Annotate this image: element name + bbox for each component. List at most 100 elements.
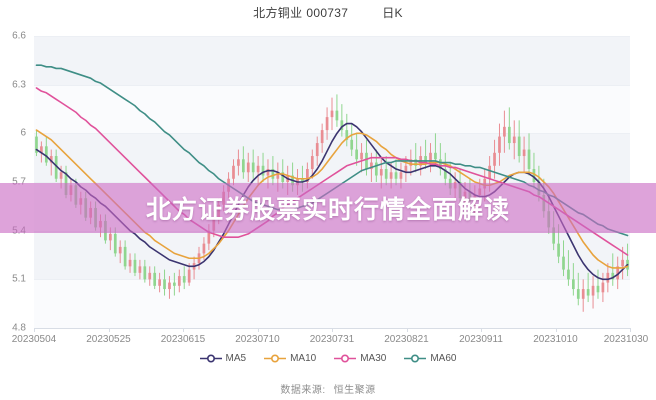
candle-body — [429, 152, 432, 163]
candle-body — [320, 130, 324, 144]
legend-label: MA60 — [430, 353, 457, 364]
plot-area[interactable] — [34, 36, 630, 329]
candle-body — [306, 169, 309, 182]
candle-body — [54, 156, 58, 179]
candle-body — [345, 130, 349, 140]
candle-body — [572, 279, 575, 290]
candle-body — [315, 143, 319, 157]
candle-body — [488, 165, 491, 179]
x-tick-label: 20230911 — [459, 334, 503, 345]
chart-legend: MA5 MA10 MA30 MA60 — [0, 353, 656, 364]
x-tick — [332, 328, 333, 332]
gridline — [34, 36, 630, 37]
candle-body — [335, 110, 339, 121]
candle-body — [596, 285, 600, 293]
candle-body — [360, 152, 363, 160]
candle-body — [177, 276, 181, 286]
candle-body — [581, 289, 585, 299]
candle-body — [123, 246, 127, 267]
y-tick-label: 5.7 — [12, 176, 26, 188]
candle-body — [158, 279, 161, 286]
legend-item-ma30[interactable]: MA30 — [334, 353, 386, 364]
candle-body — [517, 136, 521, 157]
candle-body — [522, 149, 526, 157]
candle-body — [424, 156, 427, 163]
candle-body — [557, 243, 560, 257]
candle-body — [370, 162, 373, 170]
y-tick-label: 6.3 — [12, 79, 26, 91]
data-source-label: 数据来源: — [280, 385, 326, 396]
candle-body — [350, 139, 354, 150]
candle-body — [330, 110, 334, 118]
y-axis: 6.66.365.75.45.14.8 — [0, 31, 30, 334]
ma-line-ma5 — [35, 122, 629, 281]
candle-body — [507, 126, 511, 144]
x-tick — [407, 328, 408, 332]
candle-body — [133, 259, 137, 273]
x-tick-label: 20230821 — [384, 334, 429, 345]
legend-marker-icon — [404, 354, 427, 363]
candle-body — [552, 227, 556, 244]
candle-body — [409, 159, 413, 166]
x-tick-label: 20230615 — [160, 334, 206, 345]
candle-body — [374, 162, 378, 176]
overlay-banner: 北方证券股票实时行情全面解读 — [0, 183, 656, 233]
plot-band — [34, 230, 630, 280]
chart-period-label: 日K — [382, 6, 403, 20]
candle-body — [261, 165, 265, 176]
candle-body — [379, 169, 383, 176]
candle-body — [389, 172, 393, 179]
y-tick-label: 5.1 — [12, 273, 26, 285]
candle-body — [498, 136, 501, 153]
candle-body — [153, 272, 157, 286]
x-tick-label: 20230525 — [86, 334, 131, 345]
candle-body — [271, 169, 275, 179]
legend-label: MA10 — [290, 353, 317, 364]
candle-body — [414, 159, 418, 166]
candle-body — [59, 172, 63, 179]
candle-body — [399, 172, 403, 179]
candle-body — [576, 289, 580, 299]
x-tick — [258, 328, 259, 332]
candle-body — [591, 285, 595, 296]
legend-item-ma10[interactable]: MA10 — [264, 353, 316, 364]
page-title: 北方铜业 000737 日K — [0, 4, 656, 21]
candle-body — [246, 162, 250, 173]
candle-body — [35, 136, 38, 153]
x-tick-label: 20231030 — [603, 334, 649, 345]
candle-body — [281, 172, 285, 182]
candle-body — [251, 162, 255, 173]
plot-band — [34, 36, 630, 85]
candle-body — [434, 152, 437, 160]
candle-body — [40, 146, 43, 153]
candle-body — [207, 230, 211, 244]
legend-item-ma5[interactable]: MA5 — [199, 353, 246, 364]
candle-body — [168, 282, 171, 290]
candle-body — [340, 120, 344, 131]
candle-body — [394, 172, 398, 179]
x-tick-label: 20230504 — [11, 334, 57, 345]
gridline — [34, 279, 630, 280]
candle-body — [616, 266, 620, 280]
candle-body — [163, 279, 166, 290]
data-source-note: 数据来源: 恒生聚源 — [0, 381, 656, 396]
candle-body — [601, 282, 605, 293]
y-tick-label: 6 — [20, 127, 26, 139]
candle-body — [138, 266, 142, 273]
candle-body — [586, 289, 590, 296]
candle-body — [527, 149, 531, 170]
candle-body — [182, 276, 186, 283]
legend-item-ma60[interactable]: MA60 — [404, 353, 456, 364]
candle-body — [567, 269, 570, 280]
candle-body — [113, 233, 117, 254]
x-axis: 20230504 20230525 20230615 20230710 20230731… — [0, 334, 656, 350]
x-tick-label: 20231010 — [533, 334, 578, 345]
candle-body — [143, 266, 147, 280]
candle-body — [493, 152, 496, 166]
candle-body — [503, 126, 506, 137]
x-tick — [109, 328, 110, 332]
x-tick — [556, 328, 557, 332]
x-tick — [481, 328, 482, 332]
candle-body — [108, 233, 112, 241]
